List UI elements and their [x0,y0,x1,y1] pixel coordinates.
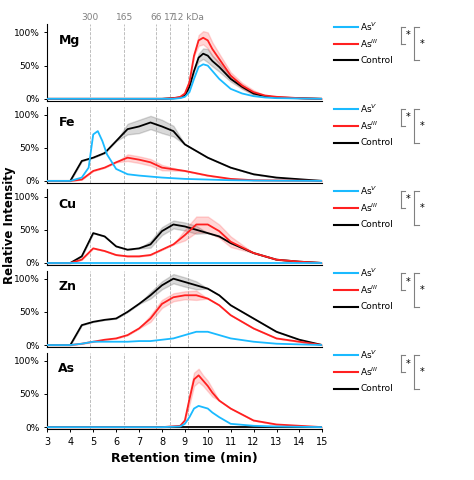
Text: Control: Control [360,56,393,65]
Text: *: * [419,203,424,213]
Text: *: * [406,30,411,40]
Text: Fe: Fe [58,116,75,129]
Text: 300: 300 [81,13,99,23]
Text: As$^{III}$: As$^{III}$ [360,120,379,132]
Text: As$^{III}$: As$^{III}$ [360,202,379,214]
Text: Control: Control [360,384,393,393]
Text: As$^{III}$: As$^{III}$ [360,366,379,378]
Text: Control: Control [360,302,393,311]
Text: Zn: Zn [58,280,76,293]
Text: Control: Control [360,138,393,147]
Text: *: * [419,39,424,48]
Text: As$^V$: As$^V$ [360,349,378,361]
Text: As$^{III}$: As$^{III}$ [360,37,379,50]
Text: 12 kDa: 12 kDa [173,13,204,23]
Text: As$^V$: As$^V$ [360,185,378,197]
Text: Cu: Cu [58,198,76,211]
Text: Relative Intensity: Relative Intensity [3,167,16,284]
Text: *: * [419,285,424,295]
Text: As$^V$: As$^V$ [360,21,378,33]
X-axis label: Retention time (min): Retention time (min) [111,452,258,465]
Text: 17: 17 [164,13,176,23]
Text: *: * [419,367,424,377]
Text: *: * [419,121,424,131]
Text: As: As [58,362,75,375]
Text: 165: 165 [116,13,133,23]
Text: As$^V$: As$^V$ [360,103,378,115]
Text: As$^V$: As$^V$ [360,267,378,279]
Text: Mg: Mg [58,34,80,47]
Text: 66: 66 [150,13,162,23]
Text: As$^{III}$: As$^{III}$ [360,284,379,296]
Text: *: * [406,112,411,122]
Text: *: * [406,276,411,287]
Text: Control: Control [360,220,393,229]
Text: *: * [406,194,411,204]
Text: *: * [406,359,411,369]
